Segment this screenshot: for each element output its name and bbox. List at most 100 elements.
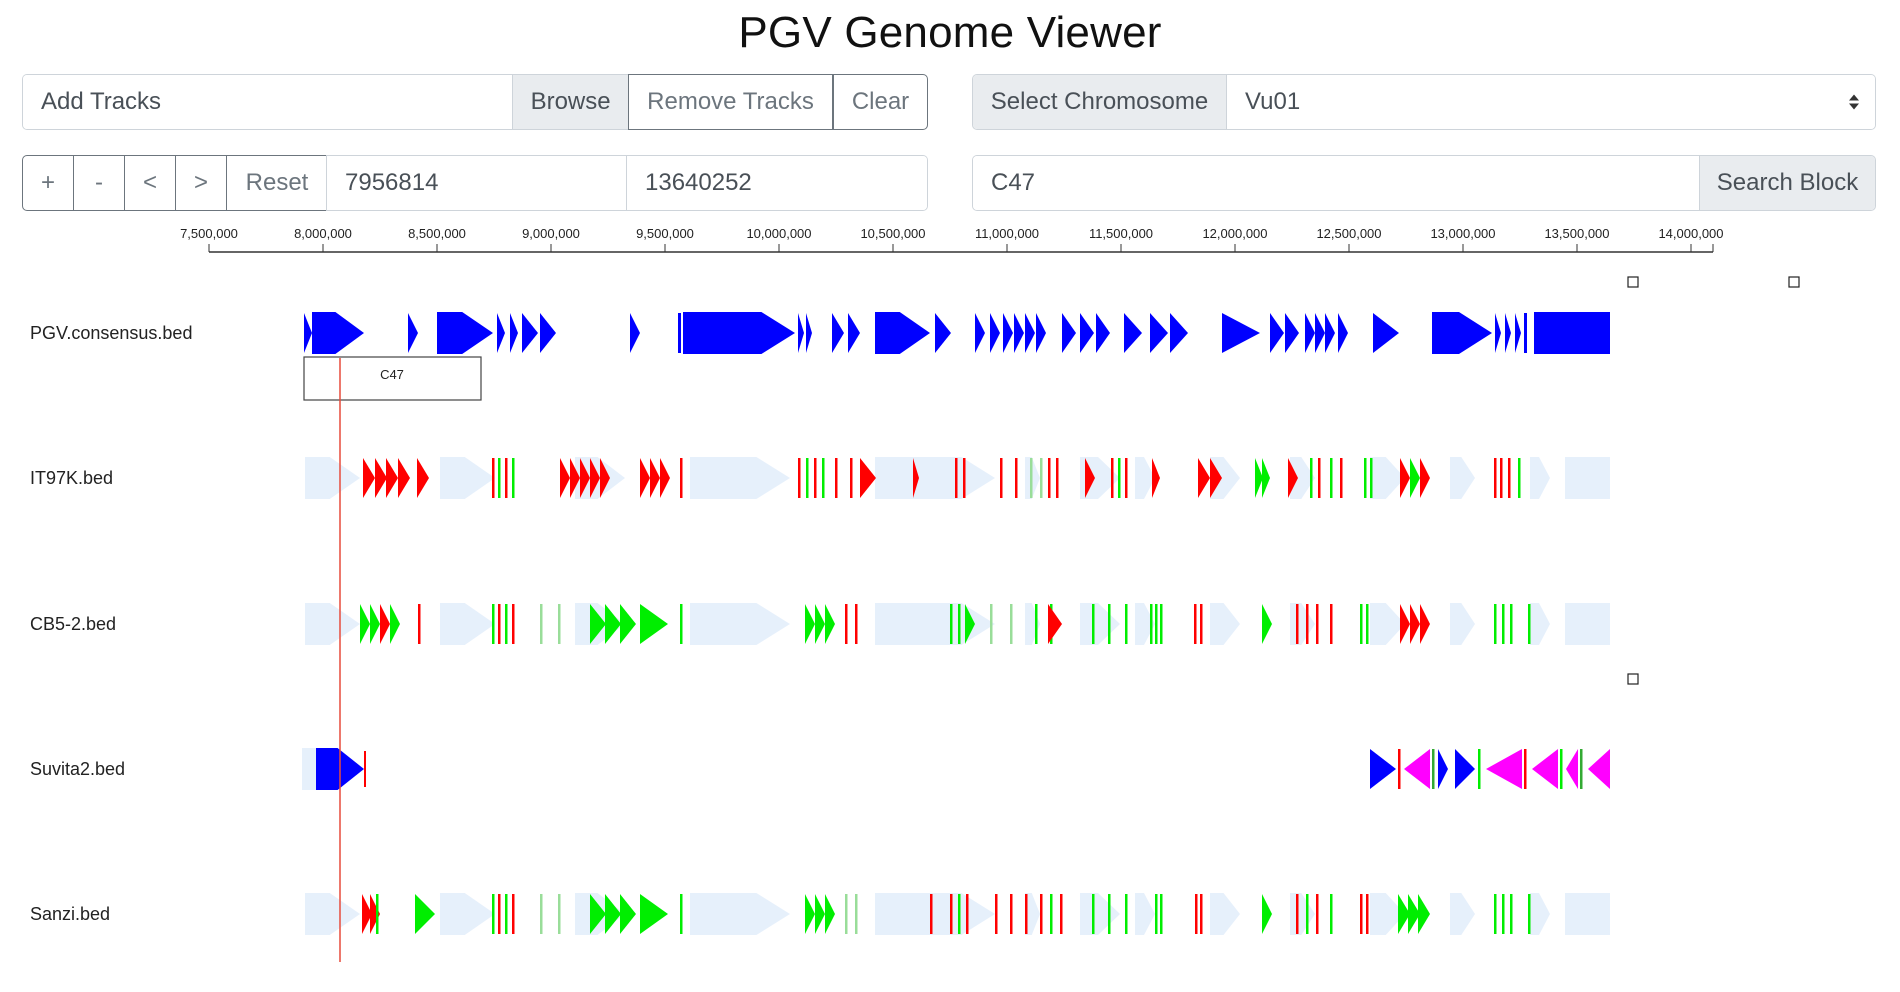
resize-handle[interactable] [1788, 276, 1800, 288]
consensus-block [1096, 313, 1110, 353]
synteny-block [680, 894, 683, 934]
pan-right-button[interactable]: > [175, 155, 227, 211]
synteny-block [1478, 749, 1481, 789]
search-block-button[interactable]: Search Block [1699, 156, 1875, 210]
ghost-block [1565, 603, 1610, 645]
ghost-block [305, 457, 360, 499]
zoom-out-button[interactable]: - [73, 155, 125, 211]
synteny-block [850, 458, 853, 498]
synteny-block [1366, 894, 1369, 934]
synteny-block [995, 894, 998, 934]
synteny-block [1420, 604, 1430, 644]
ghost-block [690, 603, 790, 645]
browse-button[interactable]: Browse [512, 75, 628, 129]
consensus-block [935, 313, 951, 353]
synteny-block [955, 458, 958, 498]
track-it97k [305, 457, 1610, 499]
end-position-input[interactable]: 13640252 [627, 156, 927, 210]
consensus-block [1325, 313, 1335, 353]
synteny-block [1360, 604, 1363, 644]
synteny-block [855, 604, 858, 644]
synteny-block [1194, 604, 1197, 644]
track-label: PGV.consensus.bed [30, 323, 192, 343]
synteny-block [1085, 458, 1095, 498]
ghost-block [440, 893, 495, 935]
synteny-block [1010, 604, 1013, 644]
synteny-block [560, 458, 570, 498]
synteny-block [913, 458, 919, 498]
add-tracks-input[interactable]: Add Tracks [23, 75, 513, 129]
synteny-block [1160, 604, 1163, 644]
ghost-block [440, 603, 495, 645]
consensus-block [312, 312, 364, 354]
synteny-block [380, 604, 390, 644]
consensus-block [630, 313, 640, 353]
synteny-block [1420, 458, 1430, 498]
synteny-block [965, 604, 975, 644]
consensus-block [832, 313, 844, 353]
synteny-block [390, 604, 400, 644]
synteny-block [805, 604, 815, 644]
add-tracks-group: Add Tracks Browse [22, 74, 628, 130]
synteny-block [640, 458, 650, 498]
synteny-block [958, 894, 961, 934]
selected-block-label: C47 [380, 367, 404, 382]
synteny-block [1200, 894, 1203, 934]
consensus-block [1524, 313, 1527, 353]
synteny-block [1500, 458, 1503, 498]
synteny-block [362, 894, 372, 934]
synteny-block [1000, 458, 1003, 498]
synteny-block [1198, 458, 1210, 498]
synteny-block [386, 458, 398, 498]
consensus-block [1036, 313, 1046, 353]
ghost-block [1210, 603, 1240, 645]
resize-handle[interactable] [1627, 673, 1639, 685]
start-position-input[interactable]: 7956814 [327, 156, 627, 210]
ghost-block [875, 457, 995, 499]
synteny-block [360, 604, 370, 644]
synteny-block [1262, 604, 1272, 644]
consensus-block [1534, 312, 1610, 354]
synteny-block [1330, 458, 1333, 498]
selected-block-box[interactable]: C47 [303, 356, 482, 401]
consensus-block [510, 313, 518, 353]
clear-button[interactable]: Clear [833, 74, 928, 130]
consensus-block [497, 313, 505, 353]
consensus-block [1150, 313, 1168, 353]
synteny-block [963, 458, 966, 498]
resize-handle[interactable] [1627, 276, 1639, 288]
synteny-block [825, 604, 835, 644]
synteny-block [1502, 894, 1505, 934]
synteny-block [590, 604, 606, 644]
synteny-block [650, 458, 660, 498]
ghost-block [440, 457, 495, 499]
synteny-block [860, 458, 876, 498]
synteny-block [1092, 894, 1095, 934]
synteny-block [1310, 458, 1313, 498]
consensus-block [806, 313, 812, 353]
synteny-block [1510, 604, 1513, 644]
synteny-block [1340, 458, 1343, 498]
chromosome-select[interactable]: Vu01 [1227, 75, 1875, 129]
reset-button[interactable]: Reset [226, 155, 328, 211]
ghost-block [1530, 603, 1550, 645]
synteny-block [1316, 894, 1319, 934]
synteny-block [1398, 894, 1410, 934]
block-search-input[interactable]: C47 [973, 156, 1699, 210]
synteny-block [570, 458, 580, 498]
synteny-block [558, 604, 561, 644]
track-label: IT97K.bed [30, 468, 113, 488]
synteny-block [1524, 749, 1527, 789]
synteny-block [1455, 749, 1475, 789]
synteny-block [855, 894, 858, 934]
synteny-block [1560, 749, 1563, 789]
remove-tracks-button[interactable]: Remove Tracks [628, 74, 833, 130]
synteny-block [1306, 894, 1309, 934]
zoom-in-button[interactable]: + [22, 155, 74, 211]
synteny-block [1360, 894, 1363, 934]
ghost-block [1450, 893, 1475, 935]
synteny-block [498, 894, 501, 934]
synteny-block [1048, 604, 1062, 644]
consensus-block [1080, 313, 1094, 353]
